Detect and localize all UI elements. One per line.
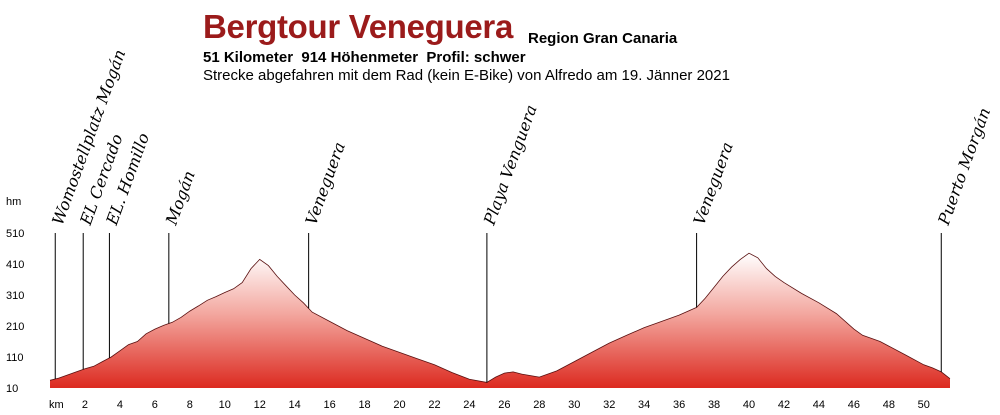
x-tick-label: 40 [743,399,755,411]
x-axis-unit: km [49,399,64,411]
x-tick-label: 16 [323,399,335,411]
x-tick-label: 4 [117,399,123,411]
x-tick-label: 48 [883,399,895,411]
x-tick-label: 44 [813,399,825,411]
x-tick-label: 46 [848,399,860,411]
page-title: Bergtour Veneguera [203,8,514,45]
x-tick-label: 36 [673,399,685,411]
x-tick-label: 2 [82,399,88,411]
y-tick-label: 410 [6,259,24,271]
waypoint-label: Puerto Morgán [934,105,994,228]
x-tick-label: 50 [918,399,930,411]
x-tick-label: 32 [603,399,615,411]
waypoint-label: Veneguera [690,140,737,228]
x-tick-label: 38 [708,399,720,411]
x-tick-label: 12 [254,399,266,411]
x-tick-label: 18 [358,399,370,411]
waypoint-label: Playa Venguera [479,102,540,228]
tour-description: Strecke abgefahren mit dem Rad (kein E-B… [203,67,730,84]
y-axis-unit: hm [6,196,21,208]
y-axis-ticks: 10 110 210 310 410 510 [6,228,24,395]
tour-stats: 51 Kilometer 914 Höhenmeter Profil: schw… [203,49,526,66]
y-tick-label: 510 [6,228,24,240]
x-tick-label: 34 [638,399,650,411]
x-tick-label: 22 [428,399,440,411]
y-tick-label: 110 [6,352,24,364]
elevation-outline [49,252,951,383]
x-tick-label: 8 [187,399,193,411]
x-tick-label: 14 [289,399,301,411]
y-tick-label: 310 [6,290,24,302]
x-axis-ticks: 2 4 6 8 10 12 14 16 18 20 22 24 26 28 30 32 34 36 38 40 42 44… [82,399,930,411]
region-label: Region Gran Canaria [528,30,678,47]
y-tick-label: 210 [6,321,24,333]
x-tick-label: 42 [778,399,790,411]
x-tick-label: 26 [498,399,510,411]
elevation-area [50,253,950,388]
x-tick-label: 28 [533,399,545,411]
waypoint-label: Mogán [161,168,198,228]
y-tick-label: 10 [6,383,18,395]
waypoint-label: Veneguera [302,140,349,228]
x-tick-label: 24 [463,399,475,411]
x-tick-label: 6 [152,399,158,411]
x-tick-label: 20 [393,399,405,411]
x-tick-label: 10 [219,399,231,411]
x-tick-label: 30 [568,399,580,411]
